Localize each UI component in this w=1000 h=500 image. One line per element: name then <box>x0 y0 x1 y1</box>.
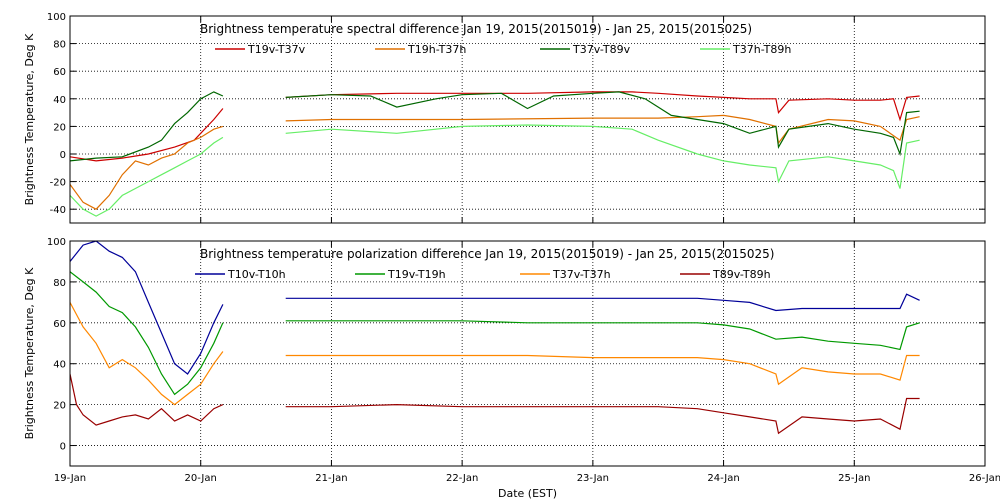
x-tick-label: 20-Jan <box>185 473 217 484</box>
legend-label: T37h-T89h <box>732 43 791 56</box>
panel-title: Brightness temperature polarization diff… <box>200 247 774 261</box>
panel-title: Brightness temperature spectral differen… <box>200 22 752 36</box>
plot-frame <box>69 15 986 224</box>
series-line-t10v-t10h <box>70 241 920 375</box>
legend-label: T10v-T10h <box>227 268 286 281</box>
legend-label: T19v-T37v <box>247 43 306 56</box>
series-line-t19h-t37h <box>70 114 920 210</box>
y-tick-label: 60 <box>53 67 66 78</box>
legend-label: T89v-T89h <box>712 268 771 281</box>
legend-label: T19h-T37h <box>407 43 466 56</box>
y-tick-label: 0 <box>60 150 66 161</box>
y-tick-label: 20 <box>53 401 66 412</box>
x-tick-label: 21-Jan <box>315 473 347 484</box>
y-tick-label: -40 <box>50 205 66 216</box>
y-tick-label: 20 <box>53 122 66 133</box>
x-tick-label: 19-Jan <box>54 473 86 484</box>
y-tick-label: 80 <box>53 278 66 289</box>
x-tick-label: 23-Jan <box>577 473 609 484</box>
y-axis-label: Brightness Temperature, Deg K <box>23 267 36 439</box>
y-tick-label: 40 <box>53 360 66 371</box>
series-line-t89v-t89h <box>70 373 920 435</box>
x-axis-label: Date (EST) <box>498 487 557 500</box>
legend-label: T37v-T37h <box>552 268 611 281</box>
series-line-t37h-t89h <box>70 124 920 217</box>
y-tick-label: 100 <box>47 12 66 23</box>
x-tick-label: 25-Jan <box>838 473 870 484</box>
y-tick-label: 100 <box>47 237 66 248</box>
plot-frame <box>69 240 986 467</box>
series-line-t19v-t19h <box>70 271 920 396</box>
series-line-t19v-t37v <box>70 91 920 162</box>
y-tick-label: 60 <box>53 319 66 330</box>
y-tick-label: -20 <box>50 178 66 189</box>
series-line-t37v-t89v <box>70 91 920 162</box>
legend-label: T19v-T19h <box>387 268 446 281</box>
y-axis-label: Brightness Temperature, Deg K <box>23 33 36 205</box>
legend-label: T37v-T89v <box>572 43 631 56</box>
y-tick-label: 40 <box>53 95 66 106</box>
x-tick-label: 24-Jan <box>707 473 739 484</box>
y-tick-label: 0 <box>60 442 66 453</box>
x-tick-label: 26-Jan <box>969 473 1000 484</box>
x-tick-label: 22-Jan <box>446 473 478 484</box>
y-tick-label: 80 <box>53 40 66 51</box>
series-line-t37v-t37h <box>70 302 920 406</box>
